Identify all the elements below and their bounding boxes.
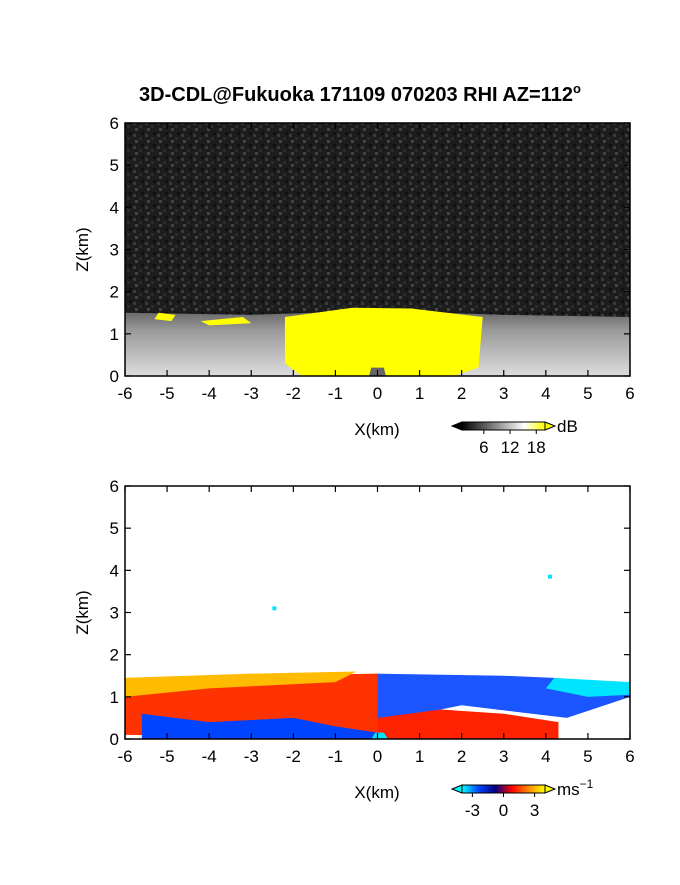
radar-field xyxy=(141,713,378,739)
radar-speck xyxy=(548,574,553,579)
radar-field xyxy=(377,709,559,739)
x-axis-label: X(km) xyxy=(354,420,399,439)
x-tick-label: -5 xyxy=(160,747,175,766)
x-tick-label: 3 xyxy=(499,384,508,403)
panel: -6 -5 -4 -3 -2 -1 0 1 2 3 4 5 6 0 1 2 3 4 5 6 X(km) Z(km) -3 0 3… xyxy=(73,477,635,820)
radar-field xyxy=(154,312,176,322)
y-tick-label: 1 xyxy=(110,325,119,344)
y-tick-label: 0 xyxy=(110,367,119,386)
colorbar-label-text: dB xyxy=(557,417,578,436)
x-tick-label: -6 xyxy=(117,747,132,766)
x-tick-label: -2 xyxy=(286,384,301,403)
y-tick-label: 6 xyxy=(110,114,119,133)
y-tick-label: 2 xyxy=(110,646,119,665)
radar-field xyxy=(200,316,252,326)
y-tick-label: 4 xyxy=(110,561,119,580)
radar-field xyxy=(371,732,389,739)
x-tick-label: 3 xyxy=(499,747,508,766)
x-tick-label: 4 xyxy=(541,747,550,766)
y-tick-label: 0 xyxy=(110,730,119,749)
colorbar xyxy=(461,421,546,431)
x-tick-label: -6 xyxy=(117,384,132,403)
radar-field xyxy=(545,677,630,697)
x-tick-label: -4 xyxy=(202,747,217,766)
x-tick-label: 6 xyxy=(625,384,634,403)
x-tick-label: 0 xyxy=(373,384,382,403)
y-tick-label: 5 xyxy=(110,156,119,175)
x-axis-label: X(km) xyxy=(354,783,399,802)
y-tick-label: 2 xyxy=(110,283,119,302)
y-tick-label: 1 xyxy=(110,688,119,707)
radar-field xyxy=(284,307,483,376)
y-tick-label: 4 xyxy=(110,198,119,217)
x-tick-label: 5 xyxy=(583,384,592,403)
x-tick-label: 2 xyxy=(457,747,466,766)
colorbar-arrow xyxy=(544,784,557,794)
x-tick-label: 4 xyxy=(541,384,550,403)
x-tick-label: 1 xyxy=(415,747,424,766)
colorbar-tick-label: 3 xyxy=(530,801,539,820)
x-tick-label: -3 xyxy=(244,747,259,766)
title-text: 3D-CDL@Fukuoka 171109 070203 RHI AZ=112 xyxy=(139,84,573,106)
x-tick-label: -1 xyxy=(328,747,343,766)
y-tick-label: 6 xyxy=(110,477,119,496)
x-tick-label: -3 xyxy=(244,384,259,403)
colorbar-arrow xyxy=(450,421,463,431)
colorbar-tick-label: 6 xyxy=(479,438,488,457)
colorbar-tick-label: 0 xyxy=(499,801,508,820)
colorbar-tick-label: 12 xyxy=(501,438,520,457)
x-tick-label: -5 xyxy=(160,384,175,403)
colorbar-arrow xyxy=(450,784,463,794)
colorbar xyxy=(461,784,546,794)
y-tick-label: 5 xyxy=(110,519,119,538)
radar-field xyxy=(125,671,357,697)
colorbar-label: ms−1 xyxy=(557,777,594,799)
colorbar-arrow xyxy=(544,421,557,431)
y-axis-label: Z(km) xyxy=(73,590,92,634)
colorbar-label-text: ms xyxy=(557,780,580,799)
x-tick-label: -1 xyxy=(328,384,343,403)
y-tick-label: 3 xyxy=(110,241,119,260)
x-tick-label: 6 xyxy=(625,747,634,766)
x-tick-label: -2 xyxy=(286,747,301,766)
colorbar-tick-label: -3 xyxy=(465,801,480,820)
y-tick-label: 3 xyxy=(110,604,119,623)
x-tick-label: 0 xyxy=(373,747,382,766)
y-axis-label: Z(km) xyxy=(73,227,92,271)
colorbar-label: dB xyxy=(557,417,578,436)
x-tick-label: 5 xyxy=(583,747,592,766)
radar-speck xyxy=(272,606,277,611)
x-tick-label: 1 xyxy=(415,384,424,403)
colorbar-label-sup: −1 xyxy=(580,777,594,791)
title-sup: o xyxy=(573,81,581,96)
title: 3D-CDL@Fukuoka 171109 070203 RHI AZ=112o xyxy=(139,81,581,106)
x-tick-label: -4 xyxy=(202,384,217,403)
x-tick-label: 2 xyxy=(457,384,466,403)
colorbar-tick-label: 18 xyxy=(527,438,546,457)
